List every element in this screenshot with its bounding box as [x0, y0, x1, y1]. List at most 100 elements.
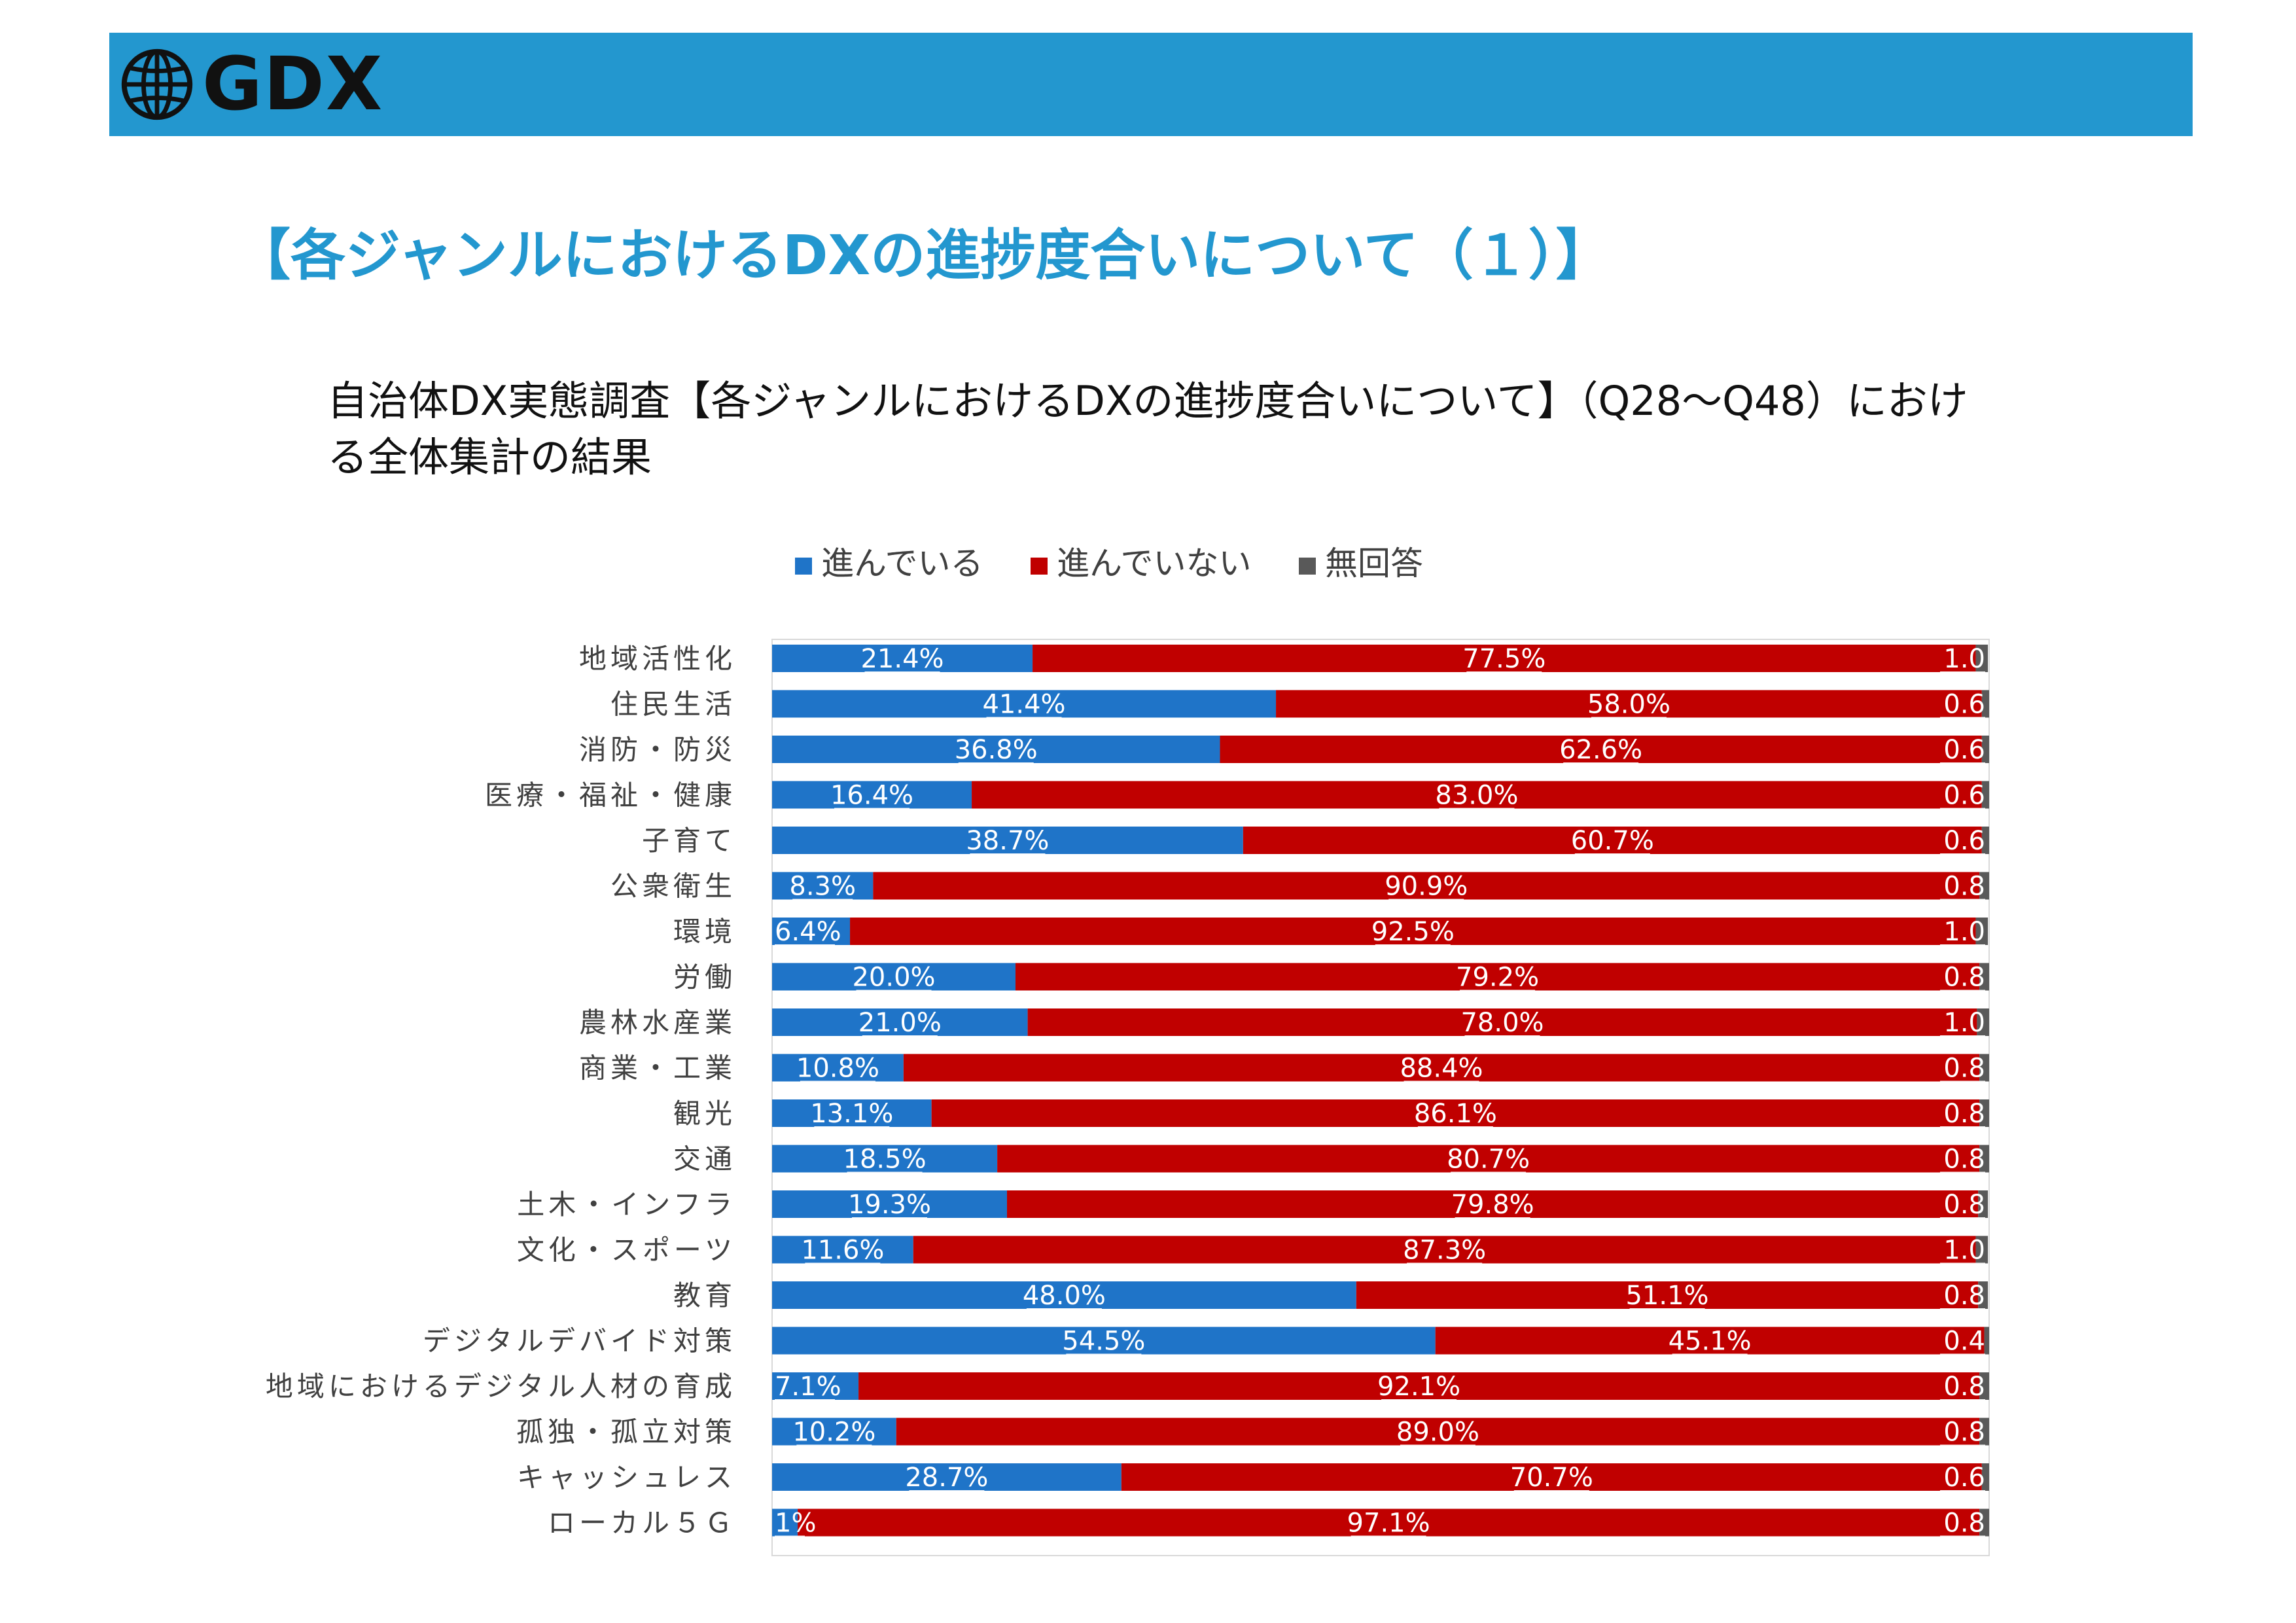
bar-segment-1: [903, 1054, 1980, 1082]
category-label: 農林水産業: [579, 1007, 736, 1039]
data-label-2: 0.8: [1943, 1418, 1985, 1448]
bar-segment-2: [1979, 872, 1989, 900]
bar-segment-0: [772, 1463, 1122, 1491]
bar-segment-0: [772, 1190, 1007, 1218]
globe-icon: [121, 48, 193, 120]
bar-segment-0: [772, 1054, 904, 1082]
data-label-2: 1.0: [1943, 917, 1985, 947]
data-label-1: 92.1%: [1377, 1372, 1460, 1402]
category-label: 孤独・孤立対策: [516, 1416, 736, 1448]
bar-segment-1: [1027, 1008, 1977, 1036]
bar-segment-2: [1981, 827, 1989, 854]
header-bar: GDX: [109, 33, 2193, 136]
legend-label-0: 進んでいる: [821, 544, 983, 582]
bar-segment-1: [850, 918, 1976, 945]
category-label: 医療・福祉・健康: [485, 779, 736, 812]
category-label: 交通: [673, 1143, 736, 1175]
legend-label-2: 無回答: [1325, 544, 1423, 582]
data-label-2: 0.8: [1943, 1281, 1985, 1311]
data-label-1: 70.7%: [1510, 1463, 1593, 1493]
bar-segment-1: [1033, 645, 1976, 672]
data-label-1: 92.5%: [1371, 917, 1455, 947]
data-label-1: 62.6%: [1559, 735, 1642, 765]
bar-segment-2: [1979, 1054, 1989, 1082]
data-label-0: 10.8%: [796, 1054, 879, 1084]
data-label-0: 48.0%: [1023, 1281, 1106, 1311]
bar-segment-0: [772, 690, 1277, 718]
data-label-1: 60.7%: [1571, 826, 1654, 856]
data-label-0: 18.5%: [843, 1145, 927, 1175]
bar-segment-1: [873, 872, 1980, 900]
data-label-2: 0.6: [1943, 735, 1985, 765]
category-label: キャッシュレス: [517, 1461, 736, 1493]
logo: GDX: [120, 47, 383, 122]
slide-title: 【各ジャンルにおけるDXの進捗度合いについて（１）】: [236, 223, 1611, 287]
bar-segment-2: [1979, 963, 1989, 991]
category-label: 住民生活: [610, 688, 736, 721]
data-label-0: 41.4%: [982, 690, 1065, 720]
bar-segment-2: [1975, 1236, 1988, 1264]
data-label-2: 0.6: [1943, 781, 1985, 811]
data-label-2: 0.8: [1943, 1099, 1985, 1129]
data-label-1: 78.0%: [1460, 1008, 1544, 1038]
bar-segment-0: [772, 1099, 932, 1127]
data-label-0: 11.6%: [801, 1236, 884, 1266]
bar-segment-2: [1981, 736, 1989, 763]
bar-segment-2: [1981, 690, 1989, 718]
bar-segment-2: [1981, 1463, 1989, 1491]
legend-label-1: 進んでいない: [1057, 544, 1252, 582]
category-label: ローカル５Ｇ: [548, 1507, 736, 1539]
data-label-1: 83.0%: [1435, 781, 1518, 811]
data-label-1: 97.1%: [1347, 1508, 1430, 1539]
category-label: 労働: [673, 961, 736, 993]
bar-segment-1: [1356, 1281, 1979, 1309]
bar-segment-2: [1978, 1281, 1988, 1309]
bar-segment-0: [772, 1327, 1436, 1355]
bar-segment-2: [1979, 1418, 1989, 1446]
bar-segment-0: [772, 781, 972, 809]
bar-segment-1: [1435, 1327, 1985, 1355]
data-label-2: 1.0: [1943, 1008, 1985, 1038]
bar-segment-1: [1121, 1463, 1982, 1491]
data-label-0: 20.0%: [852, 963, 935, 993]
data-label-2: 0.8: [1943, 1372, 1985, 1402]
category-label: 消防・防災: [579, 734, 736, 766]
bar-segment-0: [772, 736, 1220, 763]
data-label-2: 0.6: [1943, 690, 1985, 720]
data-label-0: 6.4%: [775, 917, 841, 947]
bar-segment-2: [1979, 1099, 1989, 1127]
logo-text: GDX: [202, 42, 384, 127]
category-label: 環境: [673, 916, 736, 948]
legend-swatch-1: [1031, 558, 1048, 575]
data-label-1: 45.1%: [1669, 1327, 1752, 1357]
category-label: 商業・工業: [579, 1052, 736, 1084]
data-label-1: 80.7%: [1447, 1145, 1530, 1175]
bar-segment-0: [772, 963, 1016, 991]
data-label-2: 0.8: [1943, 1145, 1985, 1175]
data-label-1: 88.4%: [1400, 1054, 1483, 1084]
bar-segment-0: [772, 1281, 1356, 1309]
category-label: 地域におけるデジタル人材の育成: [266, 1370, 736, 1402]
bar-segment-0: [772, 872, 874, 900]
plot-area: [771, 639, 1990, 1556]
category-label: 観光: [673, 1097, 736, 1130]
bar-segment-0: [772, 645, 1033, 672]
bar-segment-2: [1984, 1327, 1989, 1355]
bar-segment-2: [1977, 1008, 1989, 1036]
data-label-0: 54.5%: [1062, 1327, 1145, 1357]
data-label-1: 77.5%: [1462, 644, 1545, 674]
bar-segment-0: [772, 1418, 896, 1446]
category-label: 文化・スポーツ: [517, 1234, 736, 1266]
data-label-0: 1%: [775, 1508, 816, 1539]
data-label-2: 0.8: [1943, 963, 1985, 993]
bar-segment-1: [896, 1418, 1980, 1446]
bar-segment-2: [1979, 1508, 1989, 1537]
data-label-2: 1.0: [1943, 644, 1985, 674]
bar-segment-1: [1006, 1190, 1979, 1218]
bar-segment-1: [1220, 736, 1982, 763]
bar-segment-1: [913, 1236, 1976, 1264]
category-label: デジタルデバイド対策: [423, 1325, 736, 1357]
bar-segment-0: [772, 1145, 998, 1173]
data-label-1: 79.2%: [1456, 963, 1539, 993]
